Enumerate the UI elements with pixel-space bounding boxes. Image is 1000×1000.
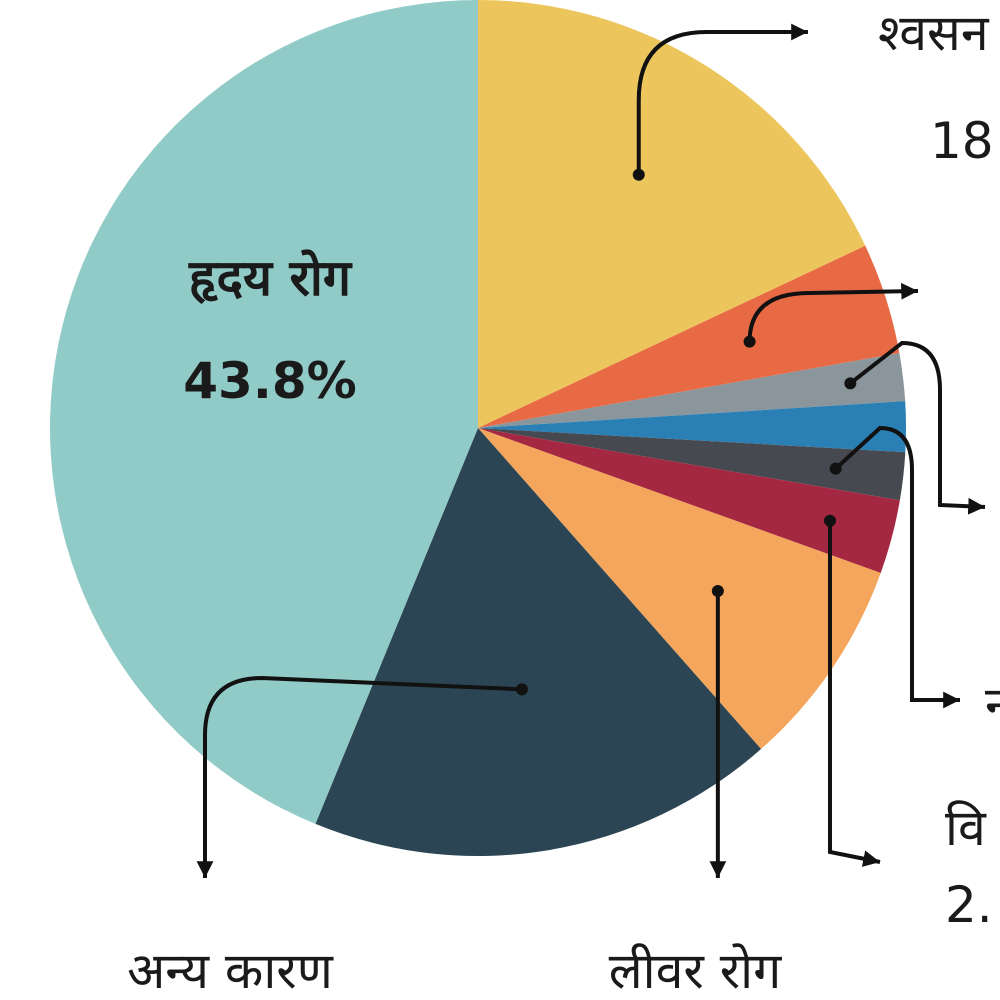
leader-slice-5 [827,520,881,867]
pie-slices [50,0,907,856]
pie-slice-5 [478,428,900,573]
pie-slice-3 [478,401,907,453]
leader-respiratory [636,23,808,175]
pie-labels: हृदय रोग 43.8% श्वसन 18 न वि 2. लीवर रोग अन्य का… [127,4,1000,1000]
label-slice-5: वि [945,799,987,857]
label-slice-5-pct: 2. [945,876,993,934]
pie-slice-8 [50,0,479,824]
label-other-causes: अन्य कारण [127,942,334,1000]
leader-lines [196,23,986,878]
label-respiratory-pct: 18 [930,112,994,170]
label-liver-disease: लीवर रोग [609,942,782,1000]
label-heart-disease: हृदय रोग [188,249,353,307]
pie-slice-6 [478,428,881,750]
leader-slice-4 [834,425,960,709]
pie-slice-7 [315,428,762,856]
label-heart-disease-pct: 43.8% [183,352,356,410]
leader-other [196,675,523,878]
pie-slice-0 [478,0,866,428]
label-respiratory: श्वसन [878,4,990,62]
leader-slice-1 [747,282,919,342]
label-partial-n: न [985,676,1000,734]
pie-slice-2 [478,353,906,428]
pie-slice-1 [478,245,900,428]
leader-slice-2 [849,340,986,515]
pie-slice-4 [478,428,906,501]
